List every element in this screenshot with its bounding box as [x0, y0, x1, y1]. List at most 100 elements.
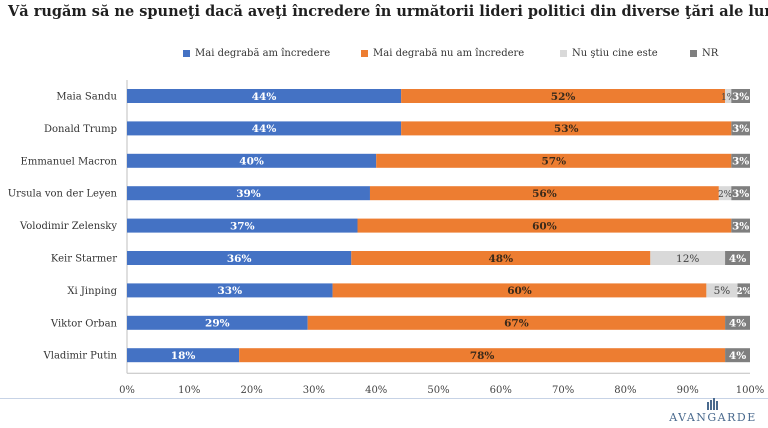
- legend-item-unknown: Nu ştiu cine este: [560, 48, 658, 59]
- category-label: Keir Starmer: [51, 254, 117, 265]
- bar-segment: [357, 218, 732, 233]
- category-label: Ursula von der Leyen: [8, 189, 118, 200]
- data-label: 18%: [171, 350, 196, 362]
- data-label: 3%: [732, 123, 749, 135]
- data-label: 78%: [470, 350, 495, 362]
- bar-segment: [725, 89, 732, 103]
- category-label: Emmanuel Macron: [21, 156, 118, 167]
- bar-segment: [725, 315, 750, 330]
- x-tick-label: 50%: [427, 385, 449, 396]
- bar-segment: [401, 121, 732, 136]
- bar-segment: [401, 89, 726, 103]
- legend-item-trust: Mai degrabă am încredere: [183, 48, 330, 59]
- data-label: 33%: [217, 285, 242, 297]
- bar-segment: [127, 283, 333, 298]
- data-label: 4%: [729, 253, 746, 265]
- x-tick-label: 80%: [614, 385, 636, 396]
- category-label: Donald Trump: [44, 124, 117, 135]
- data-label: 2%: [718, 190, 733, 200]
- legend-label-trust: Mai degrabă am încredere: [195, 48, 331, 59]
- category-label: Maia Sandu: [56, 92, 117, 103]
- bar-segment: [127, 121, 402, 136]
- bar-segment: [650, 251, 726, 265]
- x-tick-label: 60%: [490, 385, 512, 396]
- bar-segment: [731, 218, 750, 233]
- bar-segment: [737, 283, 750, 298]
- bar-segment: [351, 251, 651, 265]
- bar-segment: [127, 186, 370, 201]
- data-label: 3%: [732, 188, 749, 200]
- bar-segment: [706, 283, 738, 298]
- legend-label-nr: NR: [702, 48, 719, 59]
- data-label: 4%: [729, 350, 746, 362]
- data-label: 48%: [489, 253, 514, 265]
- chart-legend: Mai degrabă am încredere Mai degrabă nu …: [0, 48, 768, 64]
- data-label: 29%: [205, 318, 230, 330]
- legend-label-distrust: Mai degrabă nu am încredere: [373, 48, 525, 59]
- bar-segment: [127, 89, 402, 103]
- legend-swatch-unknown: [560, 50, 567, 57]
- category-label: Vladimir Putin: [43, 351, 118, 362]
- legend-label-unknown: Nu ştiu cine este: [572, 48, 658, 59]
- data-label: 3%: [732, 220, 749, 232]
- x-tick-label: 70%: [552, 385, 574, 396]
- legend-swatch-distrust: [361, 50, 368, 57]
- logo-text: AVANGARDE: [669, 411, 757, 424]
- page-title: Vă rugăm să ne spuneţi dacă aveţi încred…: [8, 3, 768, 20]
- x-tick-label: 100%: [736, 385, 765, 396]
- bar-segment: [731, 186, 750, 201]
- bar-segment: [127, 348, 240, 363]
- bar-segment: [239, 348, 726, 363]
- bar-segment: [127, 153, 377, 168]
- data-label: 67%: [504, 318, 529, 330]
- bar-segment: [718, 186, 732, 201]
- bar-segment: [127, 218, 358, 233]
- legend-swatch-nr: [690, 50, 697, 57]
- data-label: 5%: [714, 285, 731, 297]
- data-label: 52%: [551, 91, 576, 103]
- bar-segment: [725, 348, 750, 363]
- bar-segment: [731, 153, 750, 168]
- x-tick-label: 20%: [240, 385, 262, 396]
- bar-segment: [725, 251, 750, 265]
- data-label: 60%: [507, 285, 532, 297]
- legend-swatch-trust: [183, 50, 190, 57]
- avangarde-logo: AVANGARDE: [668, 398, 758, 426]
- bar-segment: [307, 315, 726, 330]
- legend-item-distrust: Mai degrabă nu am încredere: [361, 48, 524, 59]
- data-label: 44%: [252, 91, 277, 103]
- bar-segment: [369, 186, 719, 201]
- bar-segment: [731, 89, 750, 103]
- category-label: Volodimir Zelensky: [19, 221, 117, 232]
- bar-segment: [127, 315, 308, 330]
- x-tick-label: 30%: [303, 385, 325, 396]
- data-label: 37%: [230, 220, 255, 232]
- stacked-bar-chart: 0% 10% 20% 30% 40% 50% 60% 70% 80% 90% 100% Maia Sa…: [8, 80, 765, 396]
- data-label: 3%: [732, 91, 749, 103]
- bar-segment: [376, 153, 732, 168]
- x-tick-label: 0%: [119, 385, 135, 396]
- data-label: 12%: [676, 253, 699, 265]
- x-tick-label: 90%: [677, 385, 699, 396]
- bar-segment: [731, 121, 750, 136]
- legend-item-nr: NR: [690, 48, 718, 59]
- bar-segment: [332, 283, 707, 298]
- bar-segment: [127, 251, 352, 265]
- data-label: 57%: [541, 156, 566, 168]
- category-label: Viktor Orban: [50, 318, 118, 329]
- data-label: 1%: [721, 93, 736, 103]
- data-label: 56%: [532, 188, 557, 200]
- data-label: 44%: [252, 123, 277, 135]
- data-label: 3%: [732, 156, 749, 168]
- data-label: 60%: [532, 220, 557, 232]
- data-label: 4%: [729, 318, 746, 330]
- x-tick-label: 10%: [178, 385, 200, 396]
- category-label: Xi Jinping: [67, 286, 117, 297]
- x-tick-label: 40%: [365, 385, 387, 396]
- data-label: 36%: [227, 253, 252, 265]
- data-label: 53%: [554, 123, 579, 135]
- logo-icon: [707, 398, 718, 410]
- data-label: 40%: [239, 156, 264, 168]
- data-label: 2%: [736, 287, 751, 297]
- data-label: 39%: [236, 188, 261, 200]
